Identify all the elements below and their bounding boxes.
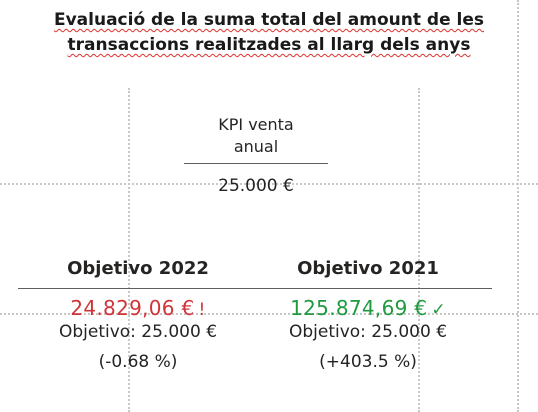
card-2022-target: Objetivo: 25.000 € [58,322,218,342]
report-title: Evaluació de la suma total del amount de… [40,8,498,58]
kpi-label: KPI venta anual [184,114,328,158]
card-2021-target: Objetivo: 25.000 € [288,322,448,342]
card-2022-value-row: 24.829,06 €! [18,296,258,320]
report-title-line1: Evaluació de la suma total del amount de… [53,10,485,30]
kpi-label-line1: KPI venta [218,115,294,134]
card-2021-value-row: 125.874,69 € ✓ [248,296,488,320]
kpi-value: 25.000 € [218,176,294,196]
card-2021-heading: Objetivo 2021 [297,258,439,279]
warning-icon: ! [198,300,206,320]
card-2022-heading: Objetivo 2022 [67,258,209,279]
card-2022-change: (-0.68 %) [98,352,178,372]
report-title-line2: transaccions realitzades al llarg dels a… [67,35,471,55]
cards-divider [18,288,492,289]
card-2022-value: 24.829,06 € [70,296,195,320]
checkmark-icon: ✓ [431,300,446,320]
card-2021-value: 125.874,69 € [290,296,428,320]
kpi-divider [184,163,328,164]
card-2021-change: (+403.5 %) [319,352,417,372]
grid-line [517,0,519,412]
kpi-label-line2: anual [233,137,279,156]
